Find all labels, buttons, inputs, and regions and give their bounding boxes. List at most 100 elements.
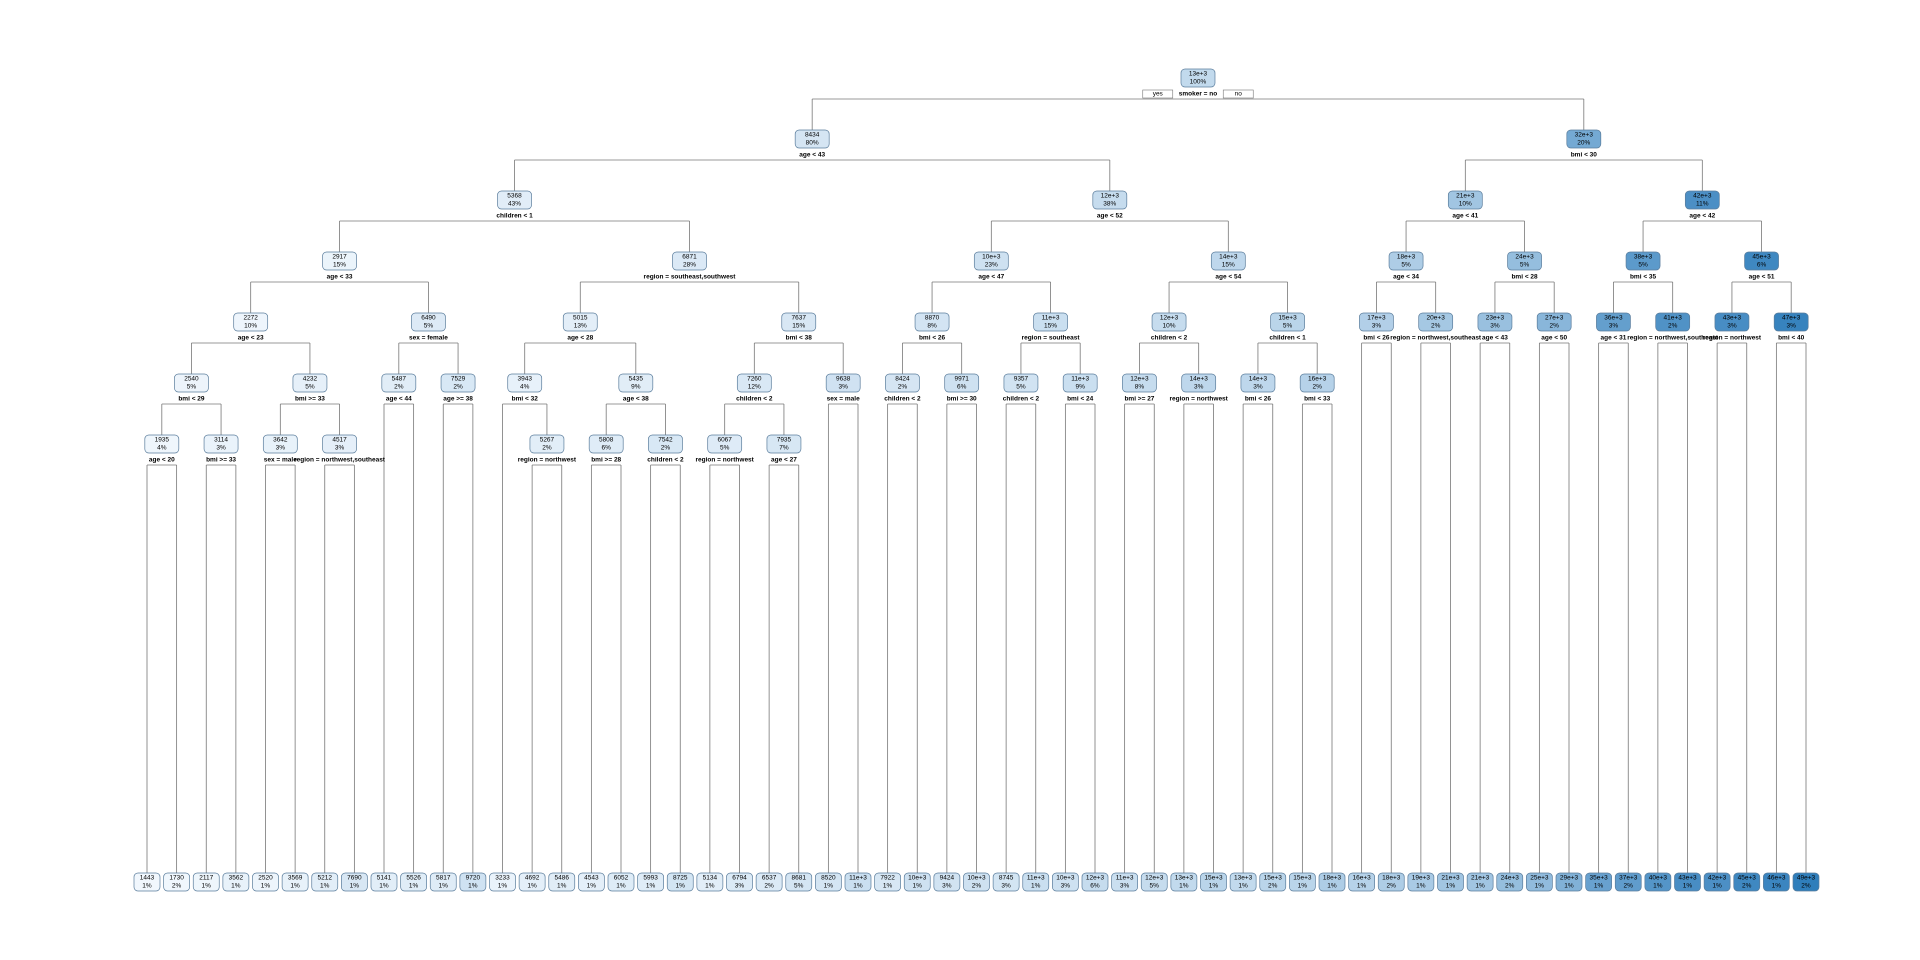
node-percent: 5%: [305, 384, 315, 391]
node-percent: 10%: [1163, 323, 1176, 330]
split-node: 14e+33% bmi < 26: [1240, 373, 1276, 403]
node-value: 8725: [673, 875, 688, 882]
node-box: [529, 434, 565, 454]
node-box: [992, 872, 1020, 892]
split-node: 20e+32% region = northwest,southeast: [1390, 312, 1482, 342]
node-percent: 15%: [792, 323, 805, 330]
node-box: [1703, 872, 1731, 892]
node-percent: 1%: [913, 883, 923, 890]
node-value: 11e+3: [1071, 376, 1089, 383]
node-box: [1496, 872, 1524, 892]
split-node: 47e+33% bmi < 40: [1773, 312, 1809, 342]
split-label: bmi >= 28: [591, 457, 621, 464]
node-value: 15e+3: [1264, 875, 1283, 882]
node-box: [1714, 312, 1750, 332]
node-percent: 23%: [985, 262, 998, 269]
leaf-node: 12e+36%: [1081, 872, 1109, 892]
node-value: 23e+3: [1486, 315, 1505, 322]
node-value: 6537: [762, 875, 777, 882]
node-value: 12e+3: [1145, 875, 1164, 882]
node-value: 6490: [421, 315, 436, 322]
node-value: 9638: [836, 376, 851, 383]
node-value: 13e+3: [1175, 875, 1194, 882]
node-percent: 2%: [661, 445, 671, 452]
node-value: 8870: [925, 315, 940, 322]
node-value: 2117: [199, 875, 213, 882]
node-value: 12e+3: [1101, 193, 1120, 200]
node-box: [914, 312, 950, 332]
node-value: 15e+3: [1278, 315, 1297, 322]
split-label: age < 33: [327, 274, 353, 281]
split-node: 11e+39% bmi < 24: [1062, 373, 1098, 403]
node-value: 5134: [703, 875, 718, 882]
node-percent: 1%: [1179, 883, 1189, 890]
split-label: bmi < 26: [1245, 396, 1272, 403]
node-box: [1596, 312, 1631, 332]
node-box: [1081, 872, 1109, 892]
node-box: [1674, 872, 1701, 892]
node-value: 37e+3: [1619, 875, 1638, 882]
node-percent: 1%: [1653, 883, 1663, 890]
node-percent: 4%: [520, 384, 530, 391]
node-percent: 1%: [1357, 883, 1367, 890]
leaf-node: 29e+31%: [1555, 872, 1583, 892]
leaf-node: 15e+31%: [1200, 872, 1227, 892]
node-value: 1730: [169, 875, 184, 882]
node-box: [1655, 312, 1691, 332]
node-box: [222, 872, 250, 892]
split-label: sex = female: [409, 335, 448, 342]
split-label: age < 52: [1097, 213, 1123, 220]
node-box: [459, 872, 487, 892]
node-percent: 1%: [1772, 883, 1782, 890]
node-value: 47e+3: [1782, 315, 1801, 322]
node-value: 7637: [792, 315, 807, 322]
node-value: 45e+3: [1738, 875, 1757, 882]
node-box: [785, 872, 813, 892]
split-label: children < 1: [496, 213, 533, 220]
node-value: 13e+3: [1189, 71, 1208, 78]
node-value: 3114: [214, 437, 228, 444]
leaf-node: 10e+33%: [1052, 872, 1079, 892]
node-percent: 1%: [350, 883, 360, 890]
node-box: [1625, 251, 1661, 271]
node-percent: 1%: [1209, 883, 1219, 890]
node-percent: 1%: [379, 883, 389, 890]
split-node: 21e+310% age < 41: [1447, 190, 1483, 220]
split-label: age < 50: [1541, 335, 1567, 342]
node-value: 4517: [332, 437, 347, 444]
split-node: 41e+32% region = northwest,southeast: [1627, 312, 1719, 342]
node-percent: 2%: [1431, 323, 1441, 330]
split-label: region = southeast,southwest: [644, 274, 737, 281]
node-value: 21e+3: [1456, 193, 1475, 200]
node-value: 41e+3: [1664, 315, 1683, 322]
node-box: [233, 312, 269, 332]
split-node: 18e+35% age < 34: [1388, 251, 1424, 281]
node-box: [1022, 872, 1050, 892]
node-value: 6052: [614, 875, 629, 882]
node-value: 7260: [747, 376, 762, 383]
leaf-node: 45e+32%: [1733, 872, 1761, 892]
node-percent: 5%: [1150, 883, 1160, 890]
node-box: [1507, 251, 1542, 271]
node-value: 4232: [303, 376, 318, 383]
node-box: [1210, 251, 1246, 271]
node-value: 35e+3: [1589, 875, 1608, 882]
node-percent: 2%: [764, 883, 774, 890]
node-percent: 1%: [498, 883, 508, 890]
node-percent: 1%: [824, 883, 834, 890]
node-box: [1062, 373, 1098, 393]
split-label: bmi < 26: [1363, 335, 1390, 342]
node-box: [411, 312, 446, 332]
node-value: 5817: [436, 875, 451, 882]
node-percent: 1%: [468, 883, 478, 890]
node-box: [1536, 312, 1572, 332]
split-label: age < 44: [386, 396, 412, 403]
